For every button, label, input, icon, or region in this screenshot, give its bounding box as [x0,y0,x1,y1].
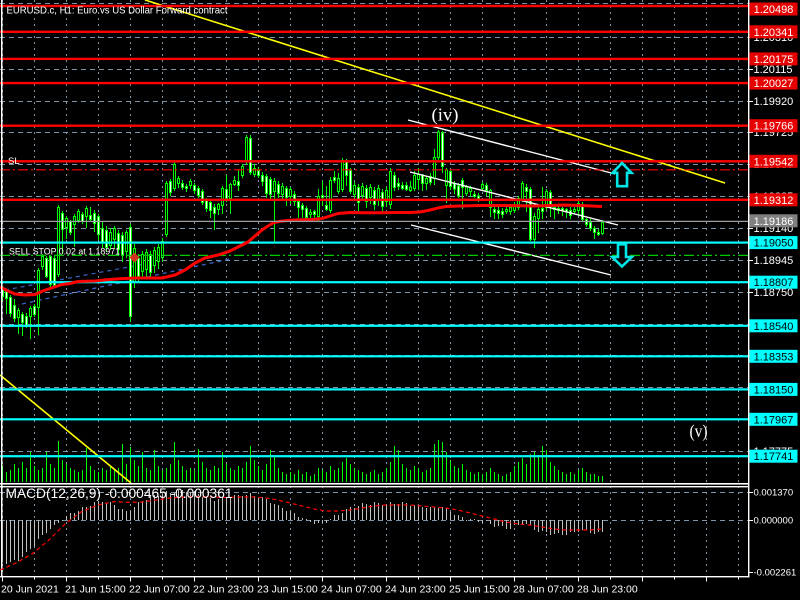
svg-text:SL: SL [8,156,20,167]
svg-text:1.18150: 1.18150 [754,384,794,396]
svg-text:1.19920: 1.19920 [754,96,794,108]
svg-text:1.17741: 1.17741 [754,451,794,463]
svg-text:1.18353: 1.18353 [754,351,794,363]
svg-text:(iv): (iv) [432,105,459,126]
svg-text:24 Jun 07:00: 24 Jun 07:00 [321,584,382,596]
svg-text:(v): (v) [690,421,708,442]
svg-text:EURUSD.c, H1: Euro vs US Doll: EURUSD.c, H1: Euro vs US Dollar Forward … [7,4,228,16]
svg-text:MACD(12,26,9) -0.000465 -0.000: MACD(12,26,9) -0.000465 -0.000361 [6,486,233,501]
svg-text:0.001370: 0.001370 [754,488,794,499]
svg-text:23 Jun 15:00: 23 Jun 15:00 [257,584,318,596]
svg-text:1.18807: 1.18807 [754,277,794,289]
svg-text:21 Jun 15:00: 21 Jun 15:00 [65,584,126,596]
svg-text:1.20115: 1.20115 [754,64,793,76]
svg-text:-0.002261: -0.002261 [754,568,797,579]
svg-text:1.20027: 1.20027 [754,78,794,90]
svg-text:22 Jun 23:00: 22 Jun 23:00 [193,584,254,596]
svg-text:22 Jun 07:00: 22 Jun 07:00 [129,584,190,596]
svg-text:SELL STOP 0.02 at 1.18971: SELL STOP 0.02 at 1.18971 [9,247,120,258]
svg-text:1.18540: 1.18540 [754,321,794,333]
svg-text:20 Jun 2021: 20 Jun 2021 [1,584,59,596]
svg-text:1.19542: 1.19542 [754,156,794,168]
svg-text:28 Jun 23:00: 28 Jun 23:00 [577,584,638,596]
svg-text:28 Jun 07:00: 28 Jun 07:00 [513,584,574,596]
svg-text:1.19766: 1.19766 [754,121,794,133]
svg-text:1.17967: 1.17967 [754,414,794,426]
svg-text:1.20175: 1.20175 [754,54,794,66]
svg-text:1.18750: 1.18750 [754,287,794,299]
svg-text:1.20498: 1.20498 [754,4,794,16]
svg-text:1.20341: 1.20341 [754,27,794,39]
svg-text:24 Jun 23:00: 24 Jun 23:00 [385,584,446,596]
svg-text:1.18945: 1.18945 [754,255,794,267]
svg-text:25 Jun 15:00: 25 Jun 15:00 [449,584,510,596]
svg-text:1.19186: 1.19186 [754,216,794,228]
svg-text:1.19312: 1.19312 [754,195,794,207]
svg-text:0.000000: 0.000000 [754,516,794,527]
svg-text:1.19050: 1.19050 [754,238,794,250]
